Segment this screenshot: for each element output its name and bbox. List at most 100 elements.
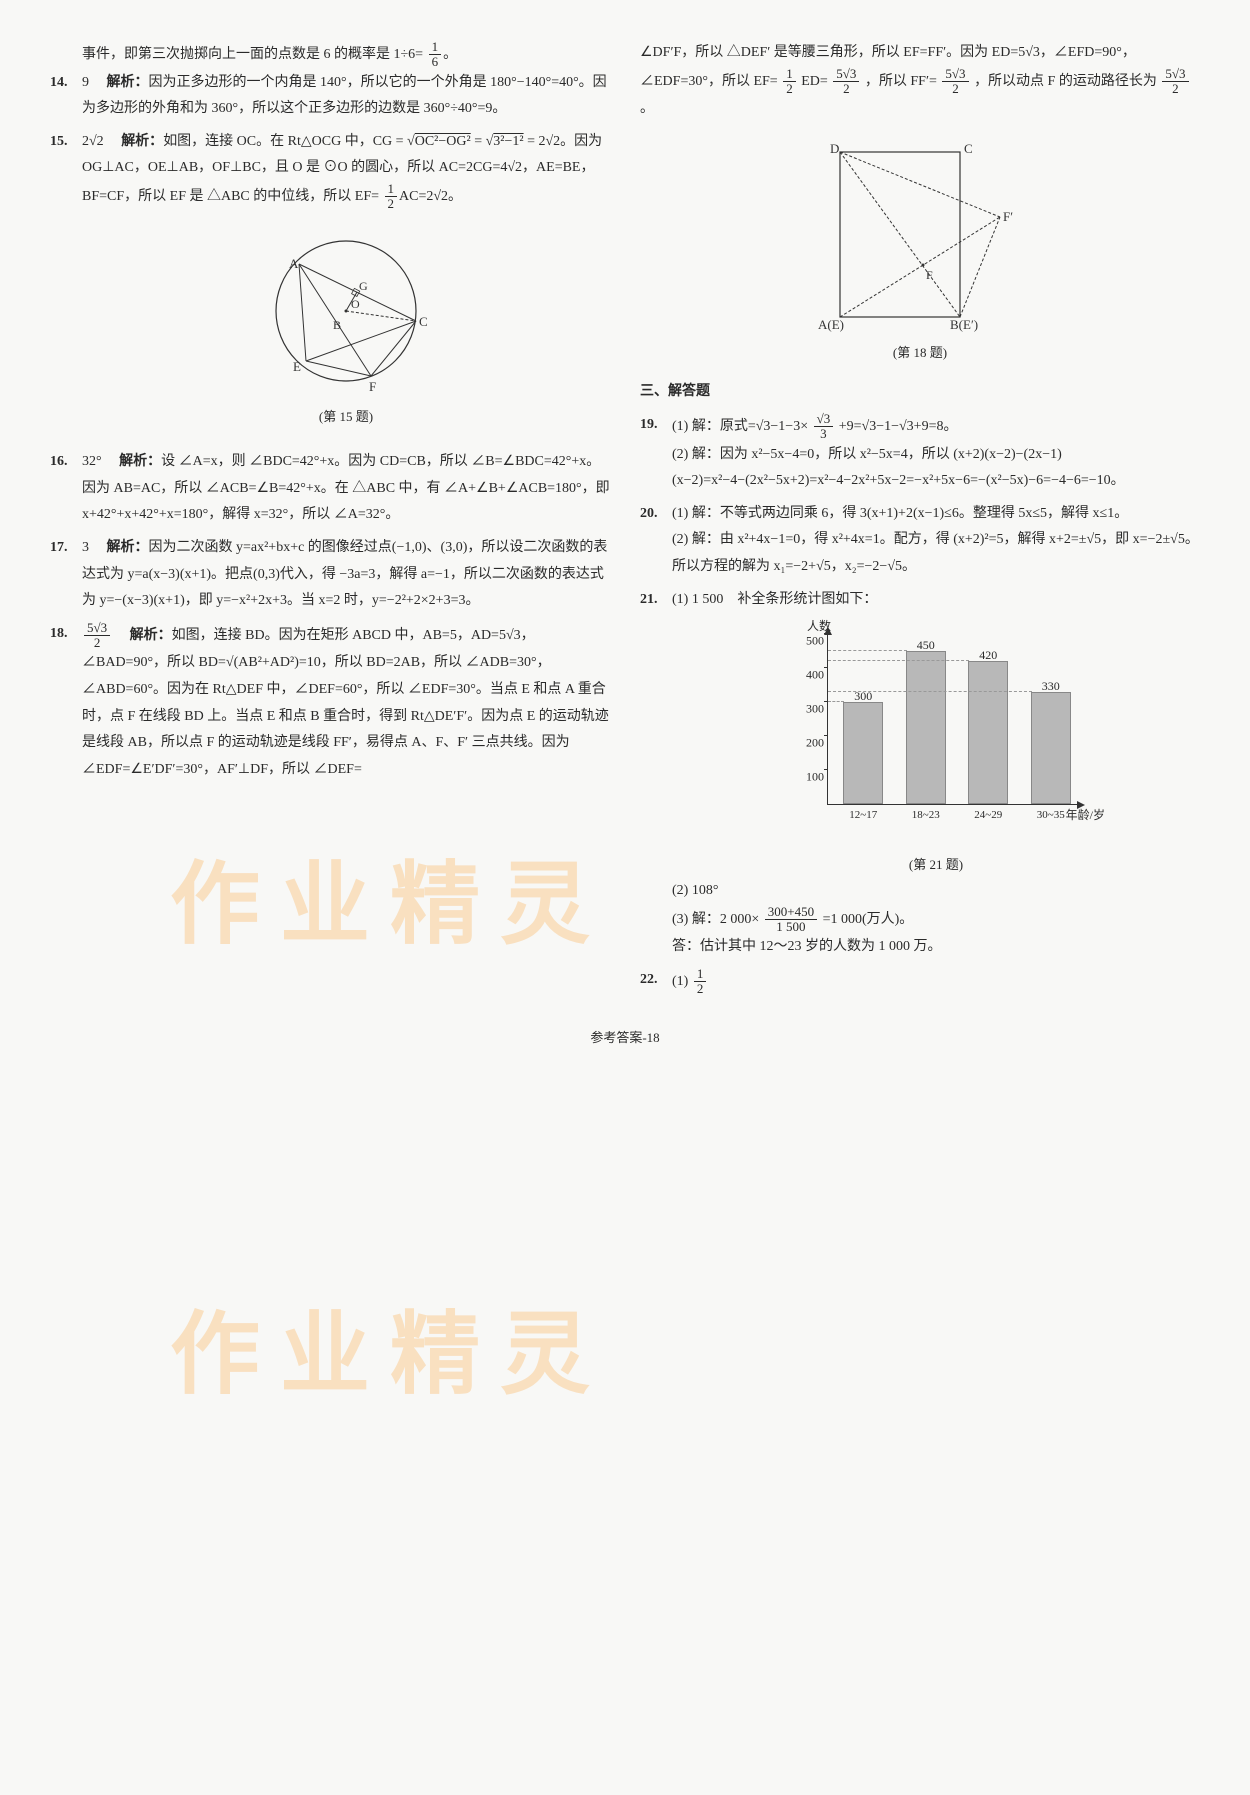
q22-body: (1) 12 <box>672 967 1200 997</box>
q18-body: 5√3 2 解析：如图，连接 BD。因为在矩形 ABCD 中，AB=5，AD=5… <box>82 621 610 784</box>
chart-bar-value: 420 <box>969 644 1007 667</box>
q18-text: 如图，连接 BD。因为在矩形 ABCD 中，AB=5，AD=5√3，∠BAD=9… <box>82 628 609 777</box>
chart-bar: 420 <box>968 661 1008 804</box>
q21-p3-label: (3) 解： <box>672 912 720 927</box>
q21-p3-frac: 300+4501 500 <box>765 905 817 935</box>
q17-text: 因为二次函数 y=ax²+bx+c 的图像经过点(−1,0)、(3,0)，所以设… <box>82 540 607 608</box>
q18-number: 18. <box>50 621 82 784</box>
q17-number: 17. <box>50 535 82 615</box>
q19: 19. (1) 解：原式=√3−1−3× √33 +9=√3−1−√3+9=8。… <box>640 412 1200 495</box>
label-BEp: B(E′) <box>950 317 978 332</box>
q15-m1: = <box>471 134 486 149</box>
q21-bar-chart: 人数 年龄/岁 10020030040050030012~1745018~234… <box>781 619 1091 849</box>
q20-body: (1) 解：不等式两边同乘 6，得 3(x+1)+2(x−1)≤6。整理得 5x… <box>672 501 1200 581</box>
label-D: D <box>830 141 839 156</box>
chart-ytick: 200 <box>788 732 824 755</box>
q20-p2-text: 由 x²+4x−1=0，得 x²+4x=1。配方，得 (x+2)²=5，解得 x… <box>672 532 1199 574</box>
q15-t1: 如图，连接 OC。在 Rt△OCG 中，CG = <box>163 134 407 149</box>
label-C: C <box>964 141 973 156</box>
chart-bar: 450 <box>906 651 946 804</box>
q18c-frac4: 5√32 <box>1162 67 1188 97</box>
chart-ytick: 400 <box>788 664 824 687</box>
q14-label: 解析： <box>107 75 149 90</box>
q15-sqrt1: OC²−OG² <box>415 134 471 149</box>
label-F: F <box>926 268 933 282</box>
chart-ytick: 500 <box>788 630 824 653</box>
q20: 20. (1) 解：不等式两边同乘 6，得 3(x+1)+2(x−1)≤6。整理… <box>640 501 1200 581</box>
q21: 21. (1) 1 500 补全条形统计图如下： 人数 年龄/岁 1002003… <box>640 587 1200 961</box>
q22-frac: 12 <box>694 967 707 997</box>
q15-tail: AC=2√2。 <box>399 189 462 204</box>
q21-p2: (2) 108° <box>672 878 1200 905</box>
q19-p2-text: 因为 x²−5x−4=0，所以 x²−5x=4，所以 (x+2)(x−2)−(2… <box>672 447 1125 489</box>
q19-p2-label: (2) 解： <box>672 447 720 462</box>
q18c-m3: ，所以动点 F 的运动路径长为 <box>974 74 1157 89</box>
q20-p2-label: (2) 解： <box>672 532 720 547</box>
q15-frac1: 1 2 <box>385 182 398 212</box>
q19-number: 19. <box>640 412 672 495</box>
q22-number: 22. <box>640 967 672 997</box>
svg-text:A: A <box>289 256 299 271</box>
watermark-2: 作业精灵 <box>170 1270 610 1441</box>
q16: 16. 32° 解析：设 ∠A=x，则 ∠BDC=42°+x。因为 CD=CB，… <box>50 449 610 529</box>
q21-p3-pre: 2 000× <box>720 912 759 927</box>
q18c-m2: ，所以 FF′= <box>865 74 937 89</box>
q15-sqrt2: 3²−1² <box>493 134 523 149</box>
q21-p3-post: =1 000(万人)。 <box>823 912 914 927</box>
q21-p1: (1) 1 500 补全条形统计图如下： <box>672 587 1200 614</box>
q16-body: 32° 解析：设 ∠A=x，则 ∠BDC=42°+x。因为 CD=CB，所以 ∠… <box>82 449 610 529</box>
chart-bar-value: 450 <box>907 634 945 657</box>
svg-text:F: F <box>369 379 376 394</box>
q19-p1-t2: +9=√3−1−√3+9=8。 <box>839 419 958 434</box>
page-footer: 参考答案-18 <box>50 1026 1200 1051</box>
chart-xtick: 18~23 <box>900 805 952 826</box>
q19-p1-label: (1) 解： <box>672 419 720 434</box>
q17-answer: 3 <box>82 540 89 555</box>
svg-text:G: G <box>359 279 368 293</box>
q15-diagram: O A C E F G <box>251 226 441 401</box>
frac-1-6: 1 6 <box>429 40 442 70</box>
chart-bar: 300 <box>843 702 883 804</box>
svg-text:B: B <box>333 318 341 332</box>
q14-answer: 9 <box>82 75 89 90</box>
chart-xtick: 12~17 <box>837 805 889 826</box>
q17-body: 3 解析：因为二次函数 y=ax²+bx+c 的图像经过点(−1,0)、(3,0… <box>82 535 610 615</box>
q15-label: 解析： <box>121 134 163 149</box>
page-columns: 事件，即第三次抛掷向上一面的点数是 6 的概率是 1÷6= 1 6 。 14. … <box>50 40 1200 1002</box>
label-AE: A(E) <box>818 317 844 332</box>
right-column: ∠DF′F，所以 △DEF′ 是等腰三角形，所以 EF=FF′。因为 ED=5√… <box>640 40 1200 1002</box>
chart-bar-value: 300 <box>844 685 882 708</box>
q18-answer-frac: 5√3 2 <box>84 621 110 651</box>
q16-number: 16. <box>50 449 82 529</box>
q19-p1-t1: 原式=√3−1−3× <box>720 419 808 434</box>
q16-label: 解析： <box>119 454 161 469</box>
q18c-m1: ED= <box>801 74 828 89</box>
q18-caption: (第 18 题) <box>640 341 1200 366</box>
chart-xtick: 30~35 <box>1025 805 1077 826</box>
q20-p1-text: 不等式两边同乘 6，得 3(x+1)+2(x−1)≤6。整理得 5x≤5，解得 … <box>720 506 1128 521</box>
chart-bar-value: 330 <box>1032 675 1070 698</box>
q14-number: 14. <box>50 70 82 123</box>
q22-p1: (1) <box>672 974 692 989</box>
q22: 22. (1) 12 <box>640 967 1200 997</box>
chart-bar: 330 <box>1031 692 1071 804</box>
q16-text: 设 ∠A=x，则 ∠BDC=42°+x。因为 CD=CB，所以 ∠B=∠BDC=… <box>82 454 610 522</box>
chart-plot-area: 10020030040050030012~1745018~2342024~293… <box>827 635 1077 805</box>
q21-number: 21. <box>640 587 672 961</box>
q13-continuation: 事件，即第三次抛掷向上一面的点数是 6 的概率是 1÷6= 1 6 。 <box>82 40 610 70</box>
section-3-title: 三、解答题 <box>640 379 1200 406</box>
svg-text:C: C <box>419 314 428 329</box>
q17: 17. 3 解析：因为二次函数 y=ax²+bx+c 的图像经过点(−1,0)、… <box>50 535 610 615</box>
q18c-frac2: 5√32 <box>833 67 859 97</box>
q14: 14. 9 解析：因为正多边形的一个内角是 140°，所以它的一个外角是 180… <box>50 70 610 123</box>
q15-answer: 2√2 <box>82 134 104 149</box>
q19-body: (1) 解：原式=√3−1−3× √33 +9=√3−1−√3+9=8。 (2)… <box>672 412 1200 495</box>
q19-p1-frac: √33 <box>814 412 834 442</box>
svg-text:E: E <box>293 359 301 374</box>
q21-caption: (第 21 题) <box>672 853 1200 878</box>
q18-figure: D C A(E) B(E′) F′ F (第 18 题) <box>640 137 1200 366</box>
q20-number: 20. <box>640 501 672 581</box>
q18c-frac3: 5√32 <box>942 67 968 97</box>
q21-p3-ans: 答：估计其中 12～23 岁的人数为 1 000 万。 <box>672 934 1200 961</box>
label-Fp: F′ <box>1003 209 1013 224</box>
